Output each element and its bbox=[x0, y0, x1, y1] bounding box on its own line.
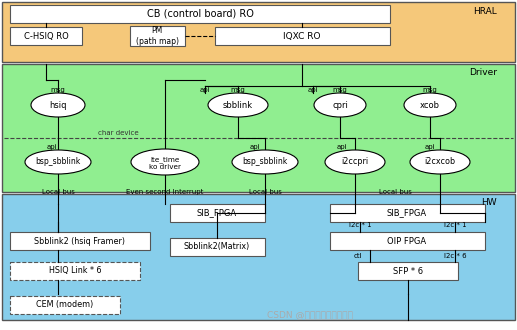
Bar bbox=[2, 194, 515, 320]
Text: CSDN @文火冰糖的硅基工坊: CSDN @文火冰糖的硅基工坊 bbox=[267, 311, 353, 319]
Ellipse shape bbox=[131, 149, 199, 175]
Text: sbblink: sbblink bbox=[223, 101, 253, 110]
Text: i2cxcob: i2cxcob bbox=[424, 157, 455, 167]
Text: SFP * 6: SFP * 6 bbox=[393, 267, 423, 276]
Text: bsp_sbblink: bsp_sbblink bbox=[35, 157, 81, 167]
Text: SIB_FPGA: SIB_FPGA bbox=[197, 209, 237, 217]
Text: Even second Interrupt: Even second Interrupt bbox=[126, 189, 204, 195]
Ellipse shape bbox=[31, 93, 85, 117]
Text: HRAL: HRAL bbox=[473, 7, 497, 16]
Text: i2ccpri: i2ccpri bbox=[341, 157, 369, 167]
Bar bbox=[10, 27, 82, 45]
Ellipse shape bbox=[232, 150, 298, 174]
Ellipse shape bbox=[404, 93, 456, 117]
Text: Sbblink2 (hsiq Framer): Sbblink2 (hsiq Framer) bbox=[35, 237, 126, 246]
Text: OIP FPGA: OIP FPGA bbox=[387, 237, 427, 246]
Bar bbox=[10, 5, 390, 23]
Bar bbox=[130, 26, 185, 46]
Bar bbox=[170, 238, 265, 256]
Bar bbox=[330, 204, 485, 222]
Text: hsiq: hsiq bbox=[49, 101, 67, 110]
Bar bbox=[2, 2, 515, 62]
Text: api: api bbox=[424, 144, 435, 150]
Text: msg: msg bbox=[231, 87, 246, 93]
Text: api: api bbox=[250, 144, 261, 150]
Text: api: api bbox=[337, 144, 347, 150]
Text: I2c * 6: I2c * 6 bbox=[444, 253, 466, 259]
Ellipse shape bbox=[410, 150, 470, 174]
Text: HSIQ Link * 6: HSIQ Link * 6 bbox=[49, 267, 101, 276]
Text: PM
(path map): PM (path map) bbox=[135, 26, 178, 46]
Text: IQXC RO: IQXC RO bbox=[283, 31, 321, 41]
Text: I2c * 1: I2c * 1 bbox=[348, 222, 371, 228]
Text: ctl: ctl bbox=[354, 253, 362, 259]
Text: Local bus: Local bus bbox=[378, 189, 412, 195]
Text: Local bus: Local bus bbox=[41, 189, 74, 195]
Bar bbox=[215, 27, 390, 45]
Bar bbox=[10, 296, 120, 314]
Text: SIB_FPGA: SIB_FPGA bbox=[387, 209, 427, 217]
Bar bbox=[358, 262, 458, 280]
Text: msg: msg bbox=[332, 87, 347, 93]
Text: msg: msg bbox=[422, 87, 437, 93]
Ellipse shape bbox=[325, 150, 385, 174]
Text: Driver: Driver bbox=[469, 68, 497, 77]
Text: cpri: cpri bbox=[332, 101, 348, 110]
Text: api: api bbox=[47, 144, 57, 150]
Ellipse shape bbox=[208, 93, 268, 117]
Text: api: api bbox=[308, 87, 318, 93]
Bar bbox=[330, 232, 485, 250]
Text: bsp_sbblink: bsp_sbblink bbox=[242, 157, 287, 167]
Text: lte_time
ko driver: lte_time ko driver bbox=[149, 156, 181, 170]
Bar bbox=[10, 232, 150, 250]
Bar bbox=[2, 64, 515, 192]
Text: C-HSIQ RO: C-HSIQ RO bbox=[24, 31, 68, 41]
Text: CB (control board) RO: CB (control board) RO bbox=[146, 9, 253, 19]
Ellipse shape bbox=[314, 93, 366, 117]
Text: Local bus: Local bus bbox=[249, 189, 281, 195]
Text: char device: char device bbox=[98, 130, 139, 136]
Text: xcob: xcob bbox=[420, 101, 440, 110]
Bar bbox=[170, 204, 265, 222]
Text: CEM (modem): CEM (modem) bbox=[36, 301, 94, 310]
Text: HW: HW bbox=[481, 198, 497, 207]
Text: I2c * 1: I2c * 1 bbox=[444, 222, 466, 228]
Ellipse shape bbox=[25, 150, 91, 174]
Text: msg: msg bbox=[51, 87, 65, 93]
Text: api: api bbox=[200, 87, 210, 93]
Text: Sbblink2(Matrix): Sbblink2(Matrix) bbox=[184, 243, 250, 251]
Bar bbox=[10, 262, 140, 280]
